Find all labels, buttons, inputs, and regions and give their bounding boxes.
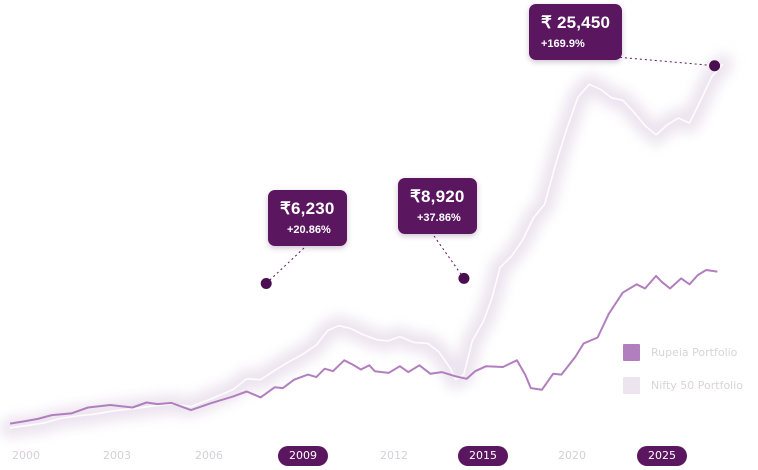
x-tick-label: 2006 bbox=[195, 449, 223, 462]
x-tick-label: 2015 bbox=[458, 446, 508, 466]
callout-amount: ₹ 25,450 bbox=[541, 13, 611, 32]
legend-item-rupeia: Rupeia Portfolio bbox=[623, 343, 743, 361]
callout-marker bbox=[260, 277, 272, 289]
series-nifty-50-line bbox=[9, 63, 724, 429]
legend-swatch-rupeia bbox=[623, 343, 640, 361]
legend-item-nifty: Nifty 50 Portfolio bbox=[623, 376, 743, 394]
value-callout: ₹ 25,450 +169.9% bbox=[529, 4, 623, 60]
callout-amount: ₹6,230 bbox=[280, 199, 335, 218]
value-callout: ₹6,230 +20.86% bbox=[268, 190, 347, 246]
callout-marker bbox=[458, 272, 470, 284]
callout-marker bbox=[709, 60, 721, 72]
x-tick-label: 2000 bbox=[12, 449, 40, 462]
legend: Rupeia Portfolio Nifty 50 Portfolio bbox=[623, 343, 743, 409]
x-tick-label: 2012 bbox=[380, 449, 408, 462]
x-tick-label: 2025 bbox=[637, 446, 687, 466]
callout-change: +20.86% bbox=[287, 224, 331, 236]
x-tick-label: 2020 bbox=[558, 449, 586, 462]
x-tick-label: 2009 bbox=[278, 446, 328, 466]
callout-connector bbox=[265, 247, 305, 284]
callout-amount: ₹8,920 bbox=[410, 187, 465, 206]
series-rupeia-portfolio-line bbox=[9, 269, 718, 425]
callout-change: +169.9% bbox=[541, 38, 585, 50]
x-tick-label: 2003 bbox=[103, 449, 131, 462]
series-nifty-50-band bbox=[0, 54, 733, 438]
callout-connector bbox=[433, 235, 465, 279]
legend-label-rupeia: Rupeia Portfolio bbox=[651, 345, 738, 359]
value-callout: ₹8,920 +37.86% bbox=[398, 178, 477, 234]
legend-label-nifty: Nifty 50 Portfolio bbox=[651, 378, 744, 392]
legend-swatch-nifty bbox=[623, 376, 640, 394]
callout-change: +37.86% bbox=[417, 212, 461, 224]
callout-connector bbox=[604, 55, 715, 67]
